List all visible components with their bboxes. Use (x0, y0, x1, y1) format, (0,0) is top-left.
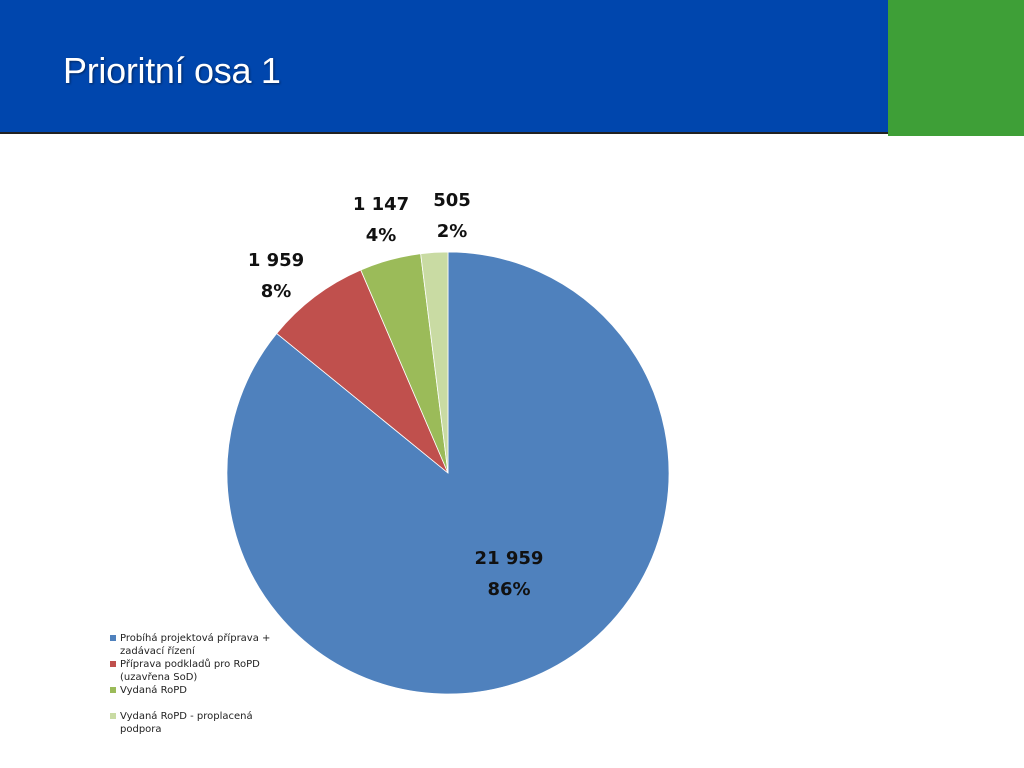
slide-title: Prioritní osa 1 (63, 50, 281, 91)
data-label-value-0: 21 959 (474, 548, 544, 569)
title-bar: Prioritní osa 1 (0, 0, 888, 134)
legend-swatch-0 (110, 635, 116, 641)
legend-label-3: Vydaná RoPD - proplacená podpora (120, 711, 253, 735)
legend-label-2: Vydaná RoPD (120, 685, 187, 696)
pie-slice-1 (276, 269, 449, 474)
data-label-value-3: 505 (433, 190, 471, 211)
data-label-percent-3: 2% (436, 221, 468, 242)
legend-item-0: Probíhá projektová příprava + zadávací ř… (110, 632, 280, 658)
data-label-value-1: 1 959 (247, 250, 305, 271)
legend-item-2: Vydaná RoPD (110, 684, 280, 710)
data-label-3: 505 2% (397, 185, 507, 247)
legend-swatch-3 (110, 713, 116, 719)
data-label-percent-2: 4% (365, 225, 397, 246)
legend-label-1: Příprava podkladů pro RoPD (uzavřena SoD… (120, 659, 260, 683)
legend-item-3: Vydaná RoPD - proplacená podpora (110, 710, 280, 736)
data-label-percent-1: 8% (260, 281, 292, 302)
data-label-percent-0: 86% (487, 579, 531, 600)
data-label-0: 21 959 86% (454, 543, 564, 605)
legend-label-0: Probíhá projektová příprava + zadávací ř… (120, 633, 271, 657)
data-label-value-2: 1 147 (352, 194, 410, 215)
legend-item-1: Příprava podkladů pro RoPD (uzavřena SoD… (110, 658, 280, 684)
data-label-2: 1 147 4% (326, 189, 436, 251)
legend-swatch-1 (110, 661, 116, 667)
legend: Probíhá projektová příprava + zadávací ř… (110, 632, 280, 736)
pie-slice-3 (420, 251, 449, 474)
legend-swatch-2 (110, 687, 116, 693)
data-label-1: 1 959 8% (221, 245, 331, 307)
header-accent-block (888, 0, 1024, 136)
